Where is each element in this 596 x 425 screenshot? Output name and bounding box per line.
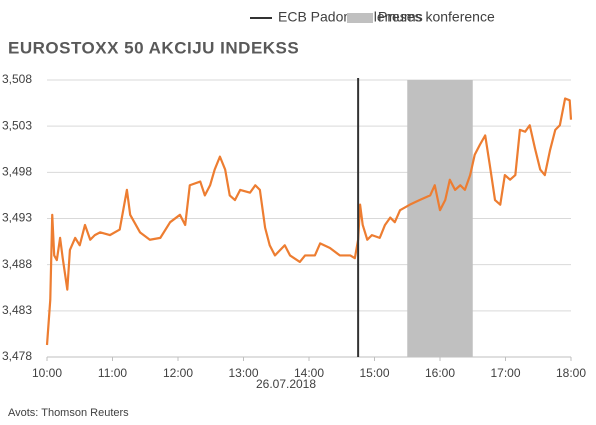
x-tick-label: 16:00 [425, 366, 455, 380]
x-tick-label: 18:00 [556, 366, 586, 380]
x-tick-label: 17:00 [490, 366, 520, 380]
chart-title: EUROSTOXX 50 AKCIJU INDEKSS [8, 38, 299, 57]
y-tick-label: 3,498 [2, 165, 32, 179]
y-tick-label: 3,493 [2, 211, 32, 225]
source-note: Avots: Thomson Reuters [8, 407, 129, 419]
x-tick-label: 12:00 [163, 366, 193, 380]
legend-swatch [347, 13, 373, 23]
y-tick-label: 3,503 [2, 118, 32, 132]
x-tick-label: 14:00 [294, 366, 324, 380]
press-conference-band [407, 80, 473, 357]
legend-label: Preses konference [378, 9, 495, 25]
x-tick-label: 10:00 [32, 366, 62, 380]
y-tick-label: 3,483 [2, 303, 32, 317]
x-tick-label: 13:00 [228, 366, 258, 380]
x-tick-label: 15:00 [359, 366, 389, 380]
y-tick-label: 3,478 [2, 349, 32, 363]
x-tick-label: 11:00 [98, 366, 127, 380]
y-tick-label: 3,488 [2, 257, 32, 271]
x-axis-label: 26.07.2018 [256, 377, 316, 391]
y-tick-label: 3,508 [2, 72, 32, 86]
price-line [45, 97, 573, 346]
